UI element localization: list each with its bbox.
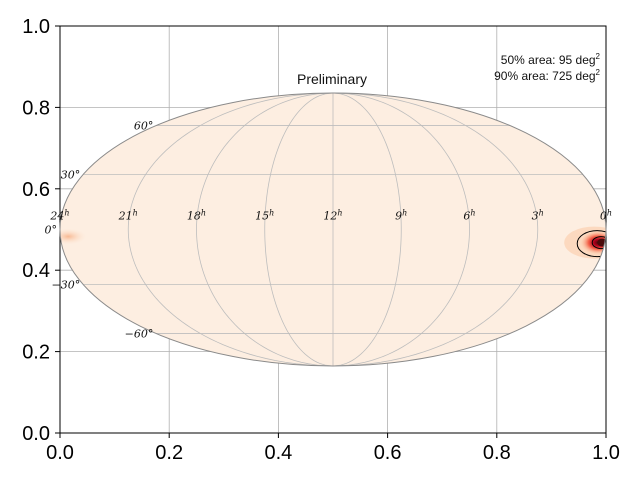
x-tick-label: 0.8 bbox=[483, 442, 511, 464]
ra-label: 24h bbox=[49, 209, 69, 223]
contour-90 bbox=[576, 230, 606, 258]
ra-label: 3h bbox=[532, 209, 544, 223]
x-tick-label: 0.2 bbox=[155, 442, 183, 464]
sky-outline bbox=[59, 92, 607, 367]
ra-labels: 24h 21h 18h 15h 12h 9h 6h 3h 0h bbox=[49, 209, 612, 223]
contour-50 bbox=[591, 236, 606, 250]
y-tick-label: 0.0 bbox=[22, 423, 50, 445]
ra-label: 6h bbox=[463, 209, 475, 223]
ra-label: 21h bbox=[118, 209, 138, 223]
x-tick-label: 0.4 bbox=[264, 442, 292, 464]
ra-label: 18h bbox=[187, 209, 206, 223]
dec-label: 30° bbox=[61, 168, 81, 181]
area-90-label: 90% area: 725 deg2 bbox=[494, 68, 600, 83]
x-tick-label: 1.0 bbox=[592, 442, 620, 464]
y-tick-label: 1.0 bbox=[22, 16, 50, 38]
x-tick-label: 0.6 bbox=[374, 442, 402, 464]
y-tick-label: 0.8 bbox=[22, 97, 50, 119]
dec-label: −60° bbox=[125, 328, 154, 341]
area-90-unit-sup: 2 bbox=[596, 68, 601, 77]
chart-title: Preliminary bbox=[297, 71, 367, 87]
y-axis: 0.0 0.2 0.4 0.6 0.8 1.0 bbox=[22, 16, 60, 445]
heat-wrap-blob bbox=[60, 228, 87, 245]
dec-label: 0° bbox=[45, 224, 58, 237]
area-50-label: 50% area: 95 deg2 bbox=[501, 52, 601, 67]
ra-label: 9h bbox=[395, 209, 407, 223]
y-tick-label: 0.2 bbox=[22, 342, 50, 364]
sky-graticule bbox=[83, 93, 583, 366]
x-axis: 0.0 0.2 0.4 0.6 0.8 1.0 bbox=[46, 433, 620, 464]
probability-heatmap bbox=[60, 226, 606, 259]
dec-labels: 60° 30° 0° −30° −60° bbox=[45, 119, 154, 340]
sky-map: 24h 21h 18h 15h 12h 9h 6h 3h 0h 60° 30° 0° −30° −60° bbox=[45, 92, 612, 367]
dec-label: 60° bbox=[134, 119, 154, 132]
ra-label: 12h bbox=[323, 209, 342, 223]
y-tick-label: 0.6 bbox=[22, 179, 50, 201]
dec-label: −30° bbox=[52, 279, 81, 292]
ra-label: 15h bbox=[255, 209, 274, 223]
area-50-unit-sup: 2 bbox=[596, 52, 601, 61]
ra-label: 0h bbox=[600, 209, 612, 223]
y-tick-label: 0.4 bbox=[22, 260, 50, 282]
x-tick-label: 0.0 bbox=[46, 442, 74, 464]
